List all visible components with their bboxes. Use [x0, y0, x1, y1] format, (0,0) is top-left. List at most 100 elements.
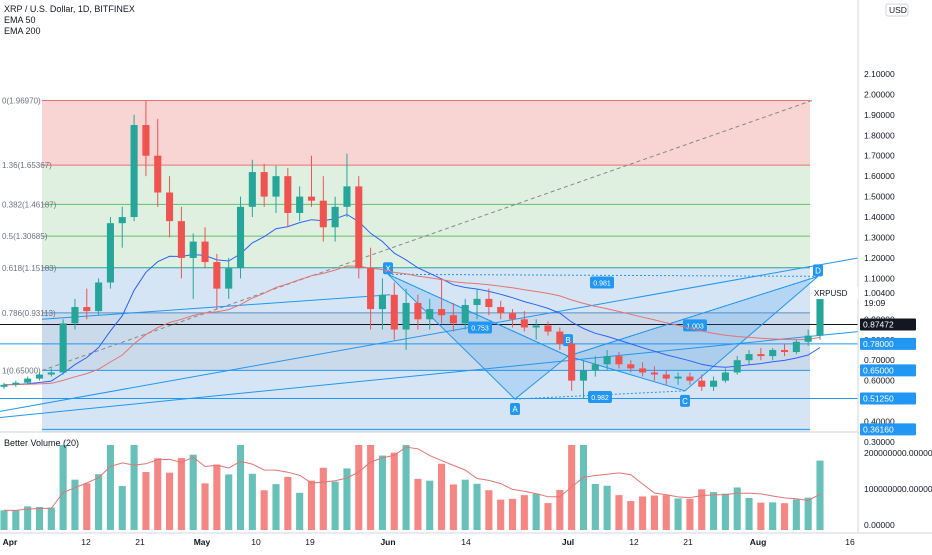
- candle: [343, 153, 351, 218]
- volume-bar: [520, 495, 528, 530]
- volume-bar: [816, 460, 824, 530]
- price-axis-bg: [858, 0, 932, 550]
- volume-bar: [461, 479, 469, 530]
- volume-bar: [579, 445, 588, 530]
- candle: [284, 167, 292, 228]
- candle-body: [532, 325, 540, 328]
- candle-body: [485, 298, 493, 308]
- candle: [272, 165, 280, 213]
- candle-body: [35, 374, 44, 379]
- level-badge-051-text: 0.51250: [863, 394, 894, 404]
- volume-scale-label: 200000000.00000: [864, 448, 932, 458]
- fib-zone: [42, 204, 810, 237]
- volume-bar: [95, 474, 103, 530]
- candle-body: [355, 186, 363, 269]
- fib-label: 0.618(1.15183): [2, 264, 57, 273]
- candle-body: [698, 380, 706, 387]
- candle-body: [603, 356, 611, 365]
- time-axis-label: 19: [305, 537, 315, 547]
- candle: [733, 356, 741, 375]
- time-axis-label: 10: [251, 537, 261, 547]
- level-badge-065: 0.65000: [860, 364, 916, 377]
- candle-body: [508, 313, 517, 320]
- candle: [485, 288, 493, 316]
- candle-body: [710, 380, 718, 387]
- candle: [438, 278, 446, 324]
- dashed-trendline: [41, 100, 813, 371]
- symbol-title[interactable]: XRP / U.S. Dollar, 1D, BITFINEX: [4, 4, 135, 14]
- candle: [674, 372, 682, 385]
- volume-bar: [343, 468, 351, 530]
- volume-bar: [118, 486, 126, 530]
- ratio-label: 0.982: [591, 395, 609, 402]
- candle: [520, 311, 528, 332]
- price-axis-label: 1.40000: [864, 212, 895, 222]
- volume-bar: [639, 496, 647, 530]
- time-axis-label: 12: [81, 537, 91, 547]
- candle: [639, 362, 647, 377]
- candle: [615, 352, 623, 369]
- price-axis-label: 1.10000: [864, 273, 895, 283]
- pattern-point-c: C: [680, 394, 690, 407]
- price-axis-label: 1.50000: [864, 192, 895, 202]
- volume-bar: [485, 490, 493, 530]
- candle-body: [130, 125, 138, 218]
- candle: [662, 370, 670, 385]
- ema200-line: [3, 265, 821, 386]
- ema50-label[interactable]: EMA 50: [4, 15, 36, 25]
- volume-bar: [130, 445, 138, 530]
- candle-body: [248, 172, 256, 207]
- candle-body: [47, 372, 55, 375]
- cursor-price-badge: 0.87472: [860, 318, 916, 331]
- currency-label: USD: [889, 5, 907, 15]
- ratio-box: [590, 276, 614, 289]
- candle-body: [591, 364, 599, 371]
- volume-bar: [627, 501, 635, 530]
- candle: [106, 217, 114, 289]
- ema200-label[interactable]: EMA 200: [4, 26, 41, 36]
- price-axis-label: 0.60000: [864, 376, 895, 386]
- volume-bar: [319, 467, 327, 530]
- volume-bars: [0, 445, 824, 530]
- pattern-point-box: [813, 264, 823, 277]
- volume-bar: [331, 481, 339, 530]
- candle-body: [390, 294, 398, 330]
- time-axis-label: May: [194, 537, 211, 547]
- volume-bar: [0, 510, 8, 530]
- volume-bar: [201, 483, 209, 530]
- volume-bar: [248, 473, 256, 530]
- trendline-mid: [41, 294, 391, 320]
- candle-body: [780, 349, 789, 353]
- volume-bar: [497, 499, 505, 530]
- volume-bar: [35, 506, 44, 530]
- volume-bar: [355, 445, 363, 530]
- pattern-point-label: A: [512, 405, 518, 414]
- ratio-box: [683, 319, 707, 332]
- volume-bar: [438, 463, 446, 530]
- candle: [189, 233, 197, 299]
- volume-bar: [367, 445, 375, 530]
- candle: [118, 206, 126, 248]
- candle-body: [627, 364, 635, 369]
- candle: [71, 298, 79, 330]
- candle: [260, 163, 268, 207]
- price-axis-label: 1.70000: [864, 151, 895, 161]
- candle-body: [142, 125, 150, 156]
- volume-bar: [272, 484, 280, 530]
- price-axis-label: 2.10000: [864, 69, 895, 79]
- candle: [544, 321, 552, 336]
- currency-button[interactable]: USD: [885, 3, 909, 17]
- time-axis-label: 21: [135, 537, 145, 547]
- candle: [225, 257, 233, 299]
- candle-body: [615, 356, 623, 365]
- candle: [497, 300, 505, 320]
- candle-body: [520, 319, 528, 328]
- volume-title[interactable]: Better Volume (20): [4, 438, 80, 448]
- ema50-line: [3, 213, 821, 386]
- candle-body: [343, 186, 351, 207]
- candle: [414, 294, 422, 330]
- volume-bar: [804, 497, 812, 530]
- candle-body: [106, 223, 114, 283]
